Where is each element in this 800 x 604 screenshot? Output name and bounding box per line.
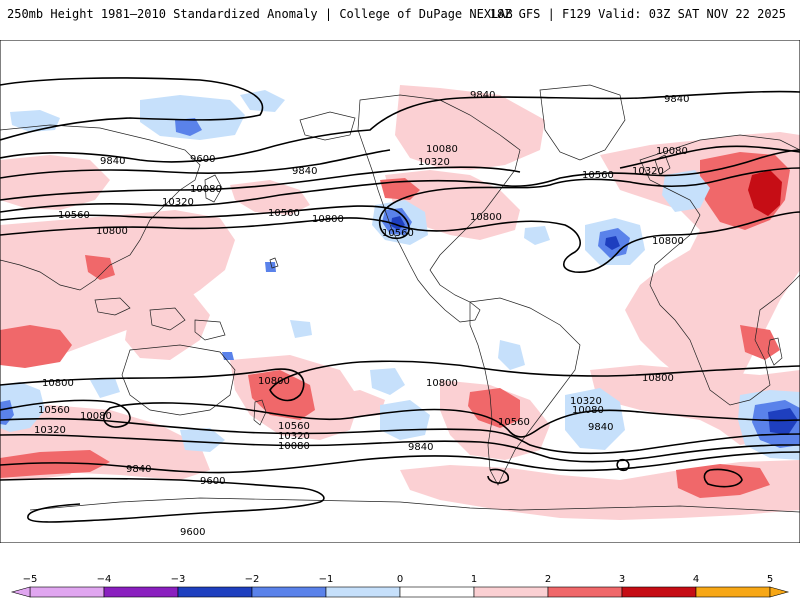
contour-label: 9840 xyxy=(126,464,151,475)
contour-label: 10560 xyxy=(268,208,300,219)
contour-label: 9840 xyxy=(664,94,689,105)
colorbar-bin xyxy=(547,586,623,598)
contour-label: 10800 xyxy=(96,226,128,237)
model-run-info: 18Z GFS | F129 Valid: 03Z SAT NOV 22 202… xyxy=(489,7,786,21)
contour-label: 10560 xyxy=(382,228,414,239)
contour-label: 10080 xyxy=(426,144,458,155)
contour-label: 10800 xyxy=(258,376,290,387)
contour-label: 9600 xyxy=(190,154,215,165)
colorbar-tick-label: 4 xyxy=(693,574,699,585)
colorbar-bin xyxy=(621,586,697,598)
coastlines xyxy=(0,84,800,513)
colorbar: −5 −4 −3 −2 −1 0 1 2 3 4 5 xyxy=(0,570,800,600)
contour-labels: 9840 9840 9840 9840 9600 10080 10080 100… xyxy=(34,90,689,538)
colorbar-bin xyxy=(103,586,179,598)
colorbar-bin xyxy=(29,586,105,598)
contour-label: 10560 xyxy=(58,210,90,221)
colorbar-tick-label: −4 xyxy=(97,574,112,585)
contour-label: 9600 xyxy=(180,527,205,538)
anomaly-map[interactable]: 9840 9840 9840 9840 9600 10080 10080 100… xyxy=(0,40,800,543)
height-contours xyxy=(0,77,800,523)
colorbar-tick-label: 2 xyxy=(545,574,551,585)
contour-label: 10320 xyxy=(34,425,66,436)
contour-label: 9600 xyxy=(200,476,225,487)
contour-label: 9840 xyxy=(588,422,613,433)
contour-label: 10800 xyxy=(470,212,502,223)
contour-label: 9840 xyxy=(292,166,317,177)
contour-label: 10560 xyxy=(582,170,614,181)
colorbar-bin xyxy=(251,586,327,598)
colorbar-bin xyxy=(695,586,771,598)
contour-label: 10320 xyxy=(632,166,664,177)
contour-label: 10800 xyxy=(312,214,344,225)
contour-label: 10080 xyxy=(80,411,112,422)
colorbar-tick-label: −1 xyxy=(319,574,334,585)
contour-label: 10320 xyxy=(418,157,450,168)
colorbar-tick-label: −5 xyxy=(23,574,38,585)
contour-label: 9840 xyxy=(100,156,125,167)
contour-label: 9840 xyxy=(470,90,495,101)
colorbar-bin xyxy=(325,586,401,598)
map-panel[interactable]: 9840 9840 9840 9840 9600 10080 10080 100… xyxy=(0,40,800,543)
contour-label: 9840 xyxy=(408,442,433,453)
positive-anomaly-strong xyxy=(748,170,782,216)
colorbar-tick-label: 0 xyxy=(397,574,403,585)
colorbar-svg: −5 −4 −3 −2 −1 0 1 2 3 4 5 xyxy=(10,574,790,598)
header: 250mb Height 1981–2010 Standardized Anom… xyxy=(0,0,800,28)
contour-label: 10560 xyxy=(278,421,310,432)
colorbar-bin xyxy=(473,586,549,598)
colorbar-tick-label: 5 xyxy=(767,574,773,585)
contour-label: 10080 xyxy=(572,405,604,416)
colorbar-max-arrow xyxy=(769,586,790,598)
contour-label: 10560 xyxy=(498,417,530,428)
colorbar-bin xyxy=(177,586,253,598)
contour-label: 10320 xyxy=(162,197,194,208)
colorbar-tick-label: −2 xyxy=(245,574,260,585)
colorbar-bin xyxy=(399,586,475,598)
contour-label: 10800 xyxy=(42,378,74,389)
map-title: 250mb Height 1981–2010 Standardized Anom… xyxy=(7,7,513,21)
contour-label: 10320 xyxy=(278,431,310,442)
contour-label: 10560 xyxy=(38,405,70,416)
contour-label: 10080 xyxy=(278,441,310,452)
colorbar-tick-label: 1 xyxy=(471,574,477,585)
contour-label: 10800 xyxy=(652,236,684,247)
colorbar-tick-label: 3 xyxy=(619,574,625,585)
contour-label: 10800 xyxy=(426,378,458,389)
colorbar-min-arrow xyxy=(10,586,31,598)
colorbar-tick-label: −3 xyxy=(171,574,186,585)
contour-label: 10080 xyxy=(190,184,222,195)
contour-label: 10320 xyxy=(570,396,602,407)
contour-label: 10800 xyxy=(642,373,674,384)
contour-label: 10080 xyxy=(656,146,688,157)
